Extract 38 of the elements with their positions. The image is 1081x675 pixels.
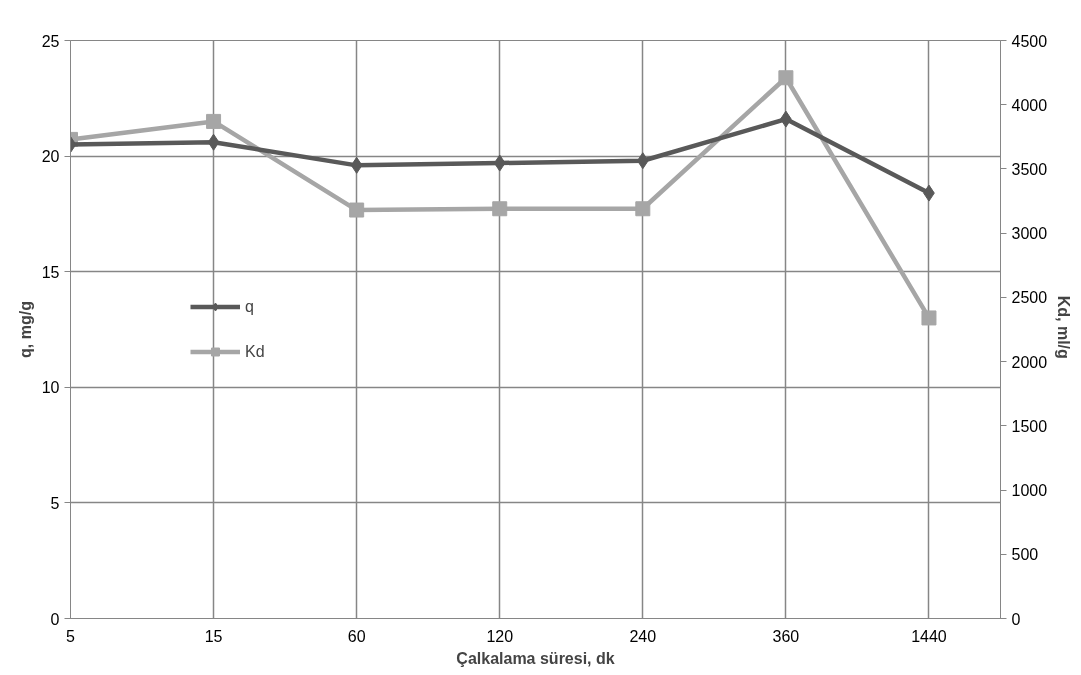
point bbox=[206, 113, 222, 129]
y2-axis-title: Kd, ml/g bbox=[1055, 295, 1073, 359]
y2-tick-label: 2500 bbox=[1011, 289, 1048, 307]
point bbox=[921, 310, 937, 326]
point bbox=[635, 201, 651, 217]
y2-tick-label: 0 bbox=[1011, 610, 1021, 628]
y2-tick-label: 4000 bbox=[1011, 96, 1048, 114]
y-tick-label: 20 bbox=[41, 148, 60, 166]
x-axis-title: Çalkalama süresi, dk bbox=[456, 649, 615, 667]
y-tick-label: 5 bbox=[50, 494, 60, 512]
y2-tick-label: 4500 bbox=[1011, 32, 1048, 50]
point bbox=[636, 152, 649, 170]
y2-tick-label: 1500 bbox=[1011, 417, 1048, 435]
y2-tick-label: 1000 bbox=[1011, 482, 1048, 500]
y2-tick-label: 3000 bbox=[1011, 225, 1048, 243]
legend-label: q bbox=[245, 297, 255, 316]
y-axis-title: q, mg/g bbox=[16, 301, 34, 358]
y-tick-label: 15 bbox=[41, 263, 60, 281]
y2-tick-label: 2000 bbox=[1011, 353, 1048, 371]
x-tick-label: 5 bbox=[66, 627, 76, 645]
point bbox=[349, 202, 365, 218]
point bbox=[493, 154, 506, 172]
y2-tick-label: 3500 bbox=[1011, 160, 1048, 178]
x-tick-label: 360 bbox=[772, 627, 800, 645]
legend-label: Kd bbox=[245, 342, 265, 361]
x-tick-label: 1440 bbox=[911, 627, 947, 645]
x-tick-label: 15 bbox=[204, 627, 223, 645]
point bbox=[492, 201, 508, 217]
point bbox=[207, 133, 220, 151]
point bbox=[350, 156, 363, 174]
y-tick-label: 10 bbox=[41, 379, 60, 397]
x-tick-label: 60 bbox=[347, 627, 366, 645]
x-tick-label: 120 bbox=[486, 627, 514, 645]
y2-tick-label: 500 bbox=[1011, 546, 1039, 564]
point bbox=[778, 70, 794, 86]
x-tick-label: 240 bbox=[629, 627, 657, 645]
y-tick-label: 0 bbox=[50, 610, 60, 628]
y-tick-label: 25 bbox=[41, 32, 60, 50]
